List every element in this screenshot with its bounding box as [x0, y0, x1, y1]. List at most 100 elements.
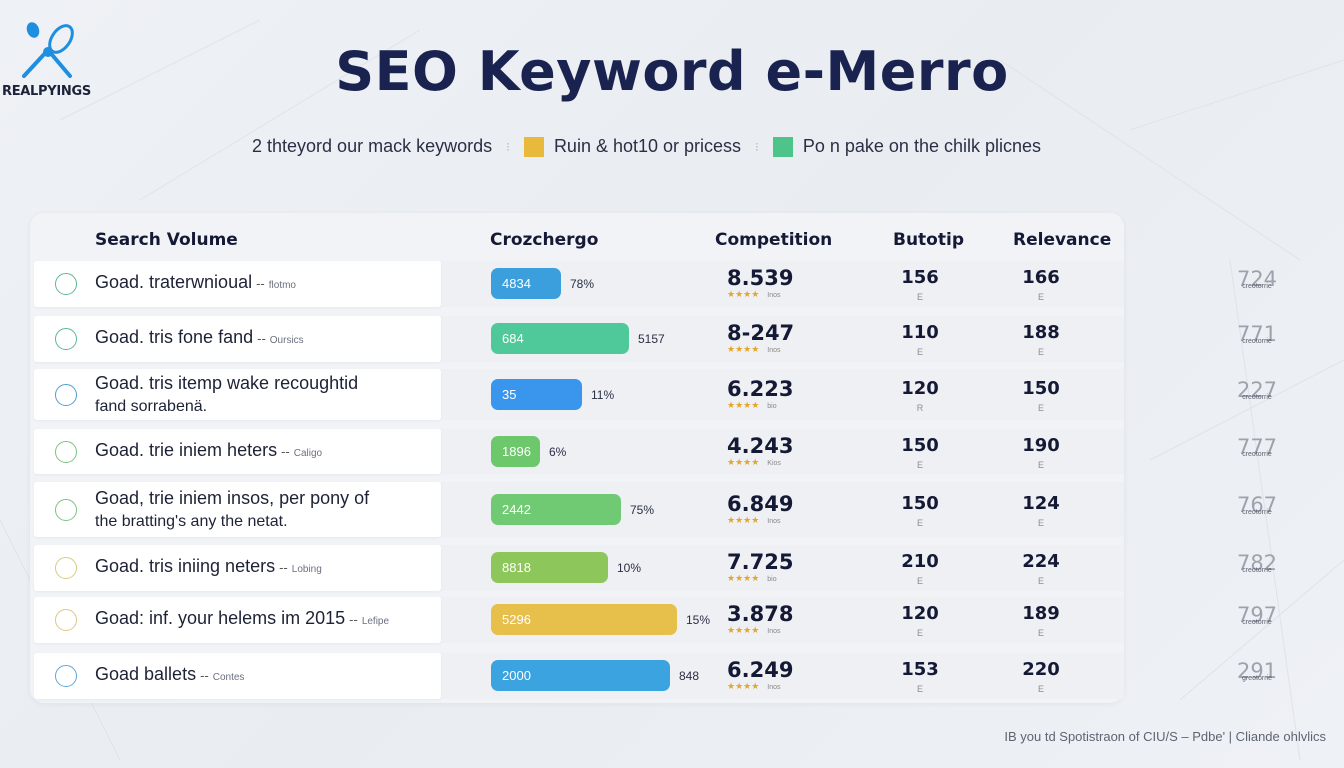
legend-swatch-green [772, 136, 793, 157]
relevance-sub: E [1037, 459, 1044, 470]
table-row-keyword[interactable]: Goad. tris itemp wake recoughtid fand sor… [34, 369, 441, 420]
brand-name: REALPYINGS [2, 84, 91, 99]
row-select-radio[interactable] [55, 665, 77, 687]
relevance-value: 190 [1022, 434, 1060, 456]
volume-bar[interactable]: 8818 [491, 552, 608, 583]
dash-separator: -- [349, 612, 358, 627]
row-select-radio[interactable] [55, 440, 77, 463]
rating-label: bio [767, 402, 777, 410]
bar-value: 8818 [502, 560, 531, 575]
rating-label: Inos [767, 347, 781, 354]
competition-score: 7.725 [727, 550, 794, 574]
dash-separator: -- [256, 276, 265, 291]
competition-score: 8-247 [727, 321, 795, 345]
bar-value: 5296 [502, 612, 531, 627]
rating-label: Kios [767, 459, 781, 467]
competition-cell: 6.849 ★★★★ Inos [727, 493, 793, 526]
butotip-sub: E [916, 576, 923, 586]
relevance-value: 124 [1022, 492, 1060, 514]
keyword-text: Goad. tris iniing neters [95, 556, 276, 576]
relevance-value: 150 [1022, 377, 1060, 399]
table-row-keyword[interactable]: Goad ballets -- Contes [34, 653, 441, 699]
ghost-metric: 767 creotorrie [1236, 492, 1278, 517]
star-rating-icon: ★★★★ Kios [727, 456, 781, 467]
bar-percent: 5157 [638, 332, 665, 346]
keyword-tag: Lefipe [361, 616, 390, 627]
bar-value: 684 [502, 331, 524, 346]
relevance-value: 188 [1022, 322, 1060, 343]
volume-bar[interactable]: 684 [491, 323, 629, 354]
butotip-value: 150 [901, 492, 939, 514]
legend-swatch-yellow [523, 136, 544, 157]
volume-bar[interactable]: 4834 [491, 268, 561, 299]
bar-value: 1896 [502, 443, 531, 459]
star-rating-icon: ★★★★ bio [727, 573, 777, 583]
rating-label: Inos [767, 684, 781, 691]
table-row[interactable] [441, 429, 1124, 474]
star-rating-icon: ★★★★ bio [727, 399, 777, 410]
butotip-value: 120 [901, 377, 939, 399]
legend-separator: ⁝ [506, 139, 510, 154]
volume-bar[interactable]: 35 [491, 378, 582, 410]
legend-separator: ⁝ [755, 139, 759, 154]
rating-label: Inos [767, 628, 781, 635]
row-select-radio[interactable] [55, 609, 77, 631]
footer-note: IB you td Spotistraon of CIU/S – Pdbe' |… [1004, 729, 1326, 744]
row-select-radio[interactable] [55, 557, 77, 579]
bar-percent: 78% [570, 277, 595, 291]
competition-score: 6.849 [727, 491, 794, 516]
competition-cell: 3.878 ★★★★ Inos [727, 603, 793, 636]
brand-logo[interactable]: REALPYINGS [2, 18, 102, 99]
butotip-value: 110 [901, 322, 939, 343]
ghost-metric: 777 creotorrie [1236, 434, 1278, 459]
table-row-keyword[interactable]: Goad. trie iniem heters -- Caligo [34, 429, 441, 474]
table-row-keyword[interactable]: Goad, trie iniem insos, per pony of the b… [34, 482, 441, 537]
legend-item-3: Po n pake on the chilk plicnes [802, 136, 1042, 156]
keyword-text: Goad. tris fone fand [95, 327, 254, 347]
ghost-metric: 782 creotorrie [1236, 551, 1278, 575]
relevance-cell: 224 E [1011, 552, 1071, 587]
keyword-text: Goad. tris itemp wake recoughtid [95, 372, 359, 393]
star-rating-icon: ★★★★ Inos [727, 289, 781, 299]
table-row-keyword[interactable]: Goad: inf. your helems im 2015 -- Lefipe [34, 597, 441, 643]
column-header-competition[interactable]: Competition [715, 230, 833, 250]
keyword-tag: Contes [212, 672, 245, 683]
row-select-radio[interactable] [55, 328, 77, 350]
relevance-sub: E [1037, 347, 1044, 357]
competition-cell: 8.539 ★★★★ Inos [727, 267, 793, 300]
keyword-subline: fand sorrabenä. [95, 397, 208, 415]
volume-bar[interactable]: 2442 [491, 493, 621, 525]
row-select-radio[interactable] [55, 383, 77, 406]
competition-score: 6.223 [727, 376, 794, 401]
relevance-value: 166 [1022, 267, 1060, 288]
volume-bar[interactable]: 2000 [491, 660, 670, 691]
brand-logo-icon [22, 22, 74, 78]
column-header-butotip[interactable]: Butotip [893, 230, 964, 250]
table-row-keyword[interactable]: Goad. tris iniing neters -- Lobing [34, 545, 441, 591]
butotip-cell: 150 E [890, 435, 950, 470]
table-row-keyword[interactable]: Goad. traterwnioual -- flotmo [34, 261, 441, 307]
keyword-text: Goad, trie iniem insos, per pony of [95, 487, 370, 508]
ghost-metric: 724 creotorrie [1236, 267, 1278, 291]
butotip-cell: 153 E [890, 660, 950, 695]
butotip-sub: E [916, 347, 923, 357]
star-rating-icon: ★★★★ Inos [727, 625, 781, 635]
column-header-relevance[interactable]: Relevance [1013, 230, 1112, 250]
rating-label: bio [767, 576, 777, 583]
row-select-radio[interactable] [55, 273, 77, 295]
butotip-cell: 110 E [890, 322, 950, 358]
butotip-cell: 150 E [890, 492, 950, 528]
volume-bar[interactable]: 5296 [491, 604, 677, 635]
volume-bar[interactable]: 1896 [491, 435, 540, 467]
competition-score: 4.243 [727, 433, 794, 458]
dash-separator: -- [257, 331, 266, 346]
column-header-crozchergo[interactable]: Crozchergo [490, 230, 599, 250]
column-header-search-volume[interactable]: Search Volume [95, 230, 238, 250]
relevance-cell: 190 E [1011, 434, 1071, 470]
row-select-radio[interactable] [55, 498, 77, 521]
relevance-cell: 220 E [1011, 660, 1071, 695]
table-row-keyword[interactable]: Goad. tris fone fand -- Oursics [34, 316, 441, 362]
butotip-cell: 210 E [890, 552, 950, 587]
keyword-tag: Caligo [293, 447, 323, 459]
competition-cell: 8-247 ★★★★ Inos [727, 322, 794, 355]
